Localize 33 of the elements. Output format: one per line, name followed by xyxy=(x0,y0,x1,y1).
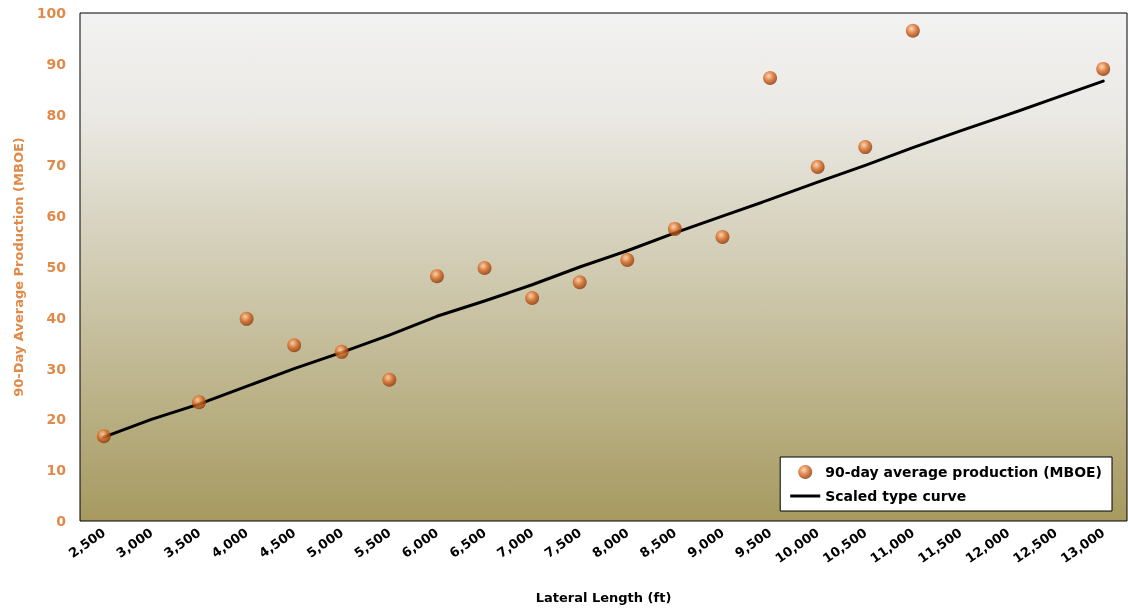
point xyxy=(429,269,444,284)
point xyxy=(905,23,920,38)
y-tick-label: 20 xyxy=(46,411,67,428)
point xyxy=(715,230,730,245)
point xyxy=(1096,61,1111,76)
point xyxy=(382,372,397,387)
y-tick-label: 90 xyxy=(46,55,67,72)
y-tick-label: 10 xyxy=(46,462,67,479)
point xyxy=(763,71,778,86)
legend-label: Scaled type curve xyxy=(825,488,967,504)
point xyxy=(191,395,206,410)
y-tick-label: 80 xyxy=(46,106,67,123)
y-tick-label: 0 xyxy=(56,513,67,529)
point xyxy=(239,311,254,326)
y-tick-label: 100 xyxy=(36,5,67,21)
point xyxy=(858,140,873,155)
point xyxy=(525,290,540,305)
point xyxy=(96,429,111,444)
y-tick-label: 40 xyxy=(46,309,67,326)
y-tick-label: 60 xyxy=(46,208,67,225)
y-tick-label: 30 xyxy=(46,360,67,377)
point xyxy=(620,252,635,267)
point xyxy=(477,261,492,276)
point xyxy=(810,159,825,174)
legend-label: 90-day average production (MBOE) xyxy=(825,464,1103,480)
point xyxy=(334,344,349,359)
y-tick-label: 50 xyxy=(46,259,67,275)
point xyxy=(572,275,587,290)
y-tick-label: 70 xyxy=(46,157,67,174)
point xyxy=(287,338,302,353)
point xyxy=(667,221,682,236)
y-axis-title: 90-Day Average Production (MBOE) xyxy=(11,137,26,397)
x-axis-title: Lateral Length (ft) xyxy=(535,590,672,605)
